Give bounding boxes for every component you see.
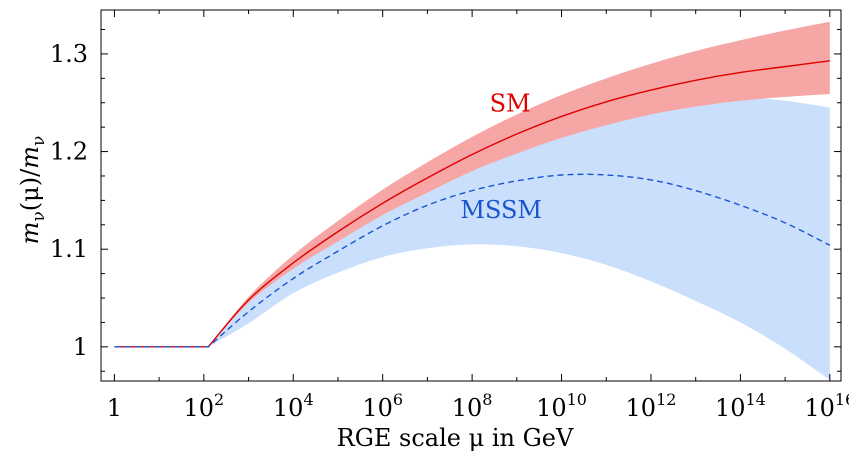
x-tick-label: 1010 <box>536 390 587 422</box>
line-sm <box>114 60 830 348</box>
line-mssm <box>114 173 831 348</box>
y-title-sub1: ν <box>29 211 49 221</box>
x-tick-label: 102 <box>183 390 224 422</box>
annotation-layer: SM MSSM <box>460 90 542 224</box>
y-tick-labels: 1 1.1 1.2 1.3 <box>50 40 88 361</box>
series-label-mssm: MSSM <box>460 196 542 224</box>
y-title-mid: (μ)/ <box>16 168 44 211</box>
y-tick-label: 1.1 <box>50 235 88 263</box>
x-tick-label: 108 <box>452 390 493 422</box>
x-tick-label: 104 <box>273 390 314 422</box>
x-tick-label: 106 <box>362 390 403 422</box>
y-title-sub2: ν <box>29 136 49 146</box>
band-layer <box>114 21 830 381</box>
plot-frame <box>100 9 842 382</box>
line-layer <box>114 60 831 348</box>
y-axis-title: mν(μ)/mν <box>16 136 49 245</box>
x-tick-label: 1012 <box>626 390 677 422</box>
x-axis-title: RGE scale μ in GeV <box>337 424 574 452</box>
x-tick-label: 1014 <box>715 390 766 422</box>
tick-layer <box>101 10 841 381</box>
band-sm <box>114 21 830 347</box>
x-tick-label: 1016 <box>804 390 849 422</box>
y-tick-label: 1.3 <box>50 40 88 68</box>
y-tick-label: 1.2 <box>50 138 88 166</box>
y-title-m2: m <box>16 146 44 169</box>
y-tick-label: 1 <box>73 333 88 361</box>
y-title-m1: m <box>16 222 44 245</box>
x-tick-labels: 1 102 104 106 108 1010 1012 1014 1016 <box>107 390 849 422</box>
series-label-sm: SM <box>490 90 531 118</box>
band-mssm <box>114 96 830 381</box>
x-tick-label: 1 <box>107 394 122 422</box>
